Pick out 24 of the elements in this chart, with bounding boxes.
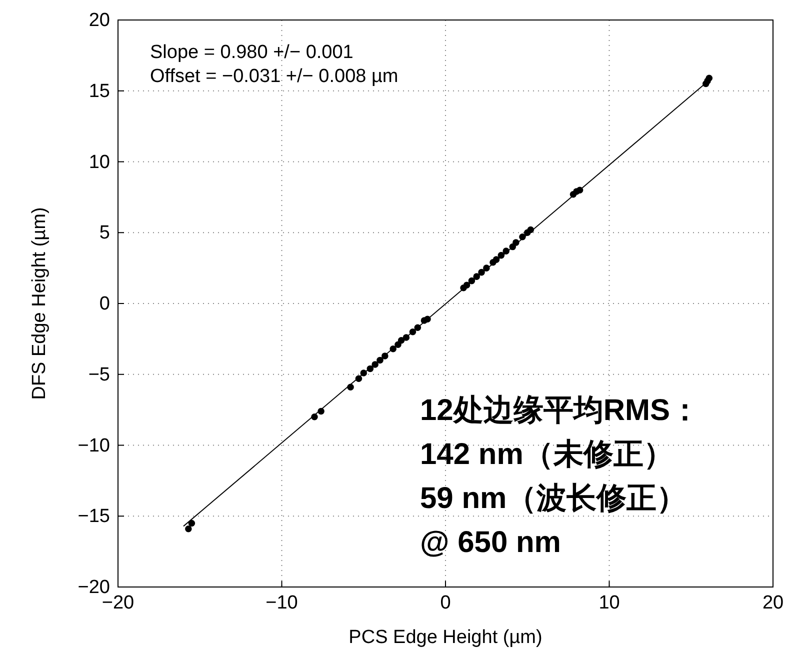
y-tick-label: 5 [99, 222, 110, 244]
y-tick-label: 15 [88, 80, 110, 102]
annotation: Slope = 0.980 +/− 0.001 [150, 42, 354, 63]
x-axis-title: PCS Edge Height (µm) [348, 627, 542, 648]
y-tick-label: −5 [88, 364, 110, 386]
annotation: 59 nm（波长修正） [420, 482, 687, 515]
y-tick-label: −15 [78, 506, 110, 528]
y-tick-label: 0 [99, 294, 110, 315]
x-tick-label: −10 [266, 592, 298, 614]
x-tick-label: 20 [762, 592, 784, 614]
y-tick-label: 20 [88, 10, 110, 32]
point [185, 526, 192, 532]
y-tick-label: 10 [88, 152, 110, 173]
annotation: @ 650 nm [420, 526, 561, 559]
y-tick-label: −20 [78, 577, 110, 598]
annotation: Offset = −0.031 +/− 0.008 µm [150, 66, 398, 87]
x-tick-label: 0 [440, 592, 451, 614]
x-tick-label: 10 [598, 592, 620, 614]
annotation: 12处边缘平均RMS： [420, 394, 700, 427]
y-tick-label: −10 [78, 435, 110, 456]
annotation: 142 nm（未修正） [420, 438, 674, 471]
y-axis-title: DFS Edge Height (µm) [29, 207, 50, 400]
point [706, 74, 713, 82]
point [188, 520, 196, 527]
